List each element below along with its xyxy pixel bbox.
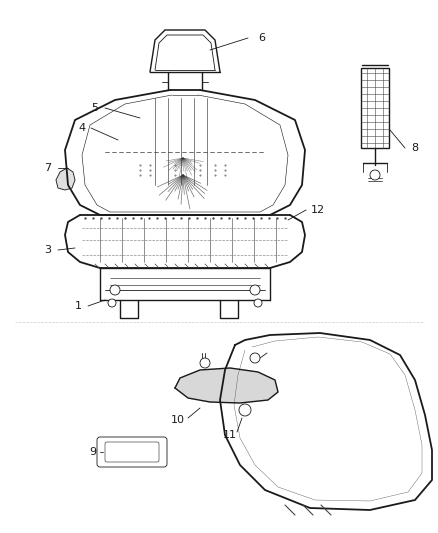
Circle shape bbox=[238, 404, 251, 416]
Circle shape bbox=[254, 299, 261, 307]
Polygon shape bbox=[175, 368, 277, 403]
FancyBboxPatch shape bbox=[97, 437, 166, 467]
Text: 10: 10 bbox=[171, 415, 184, 425]
Text: 4: 4 bbox=[78, 123, 85, 133]
Polygon shape bbox=[150, 30, 219, 72]
Text: 6: 6 bbox=[258, 33, 265, 43]
Polygon shape bbox=[56, 168, 75, 190]
Circle shape bbox=[108, 299, 116, 307]
FancyBboxPatch shape bbox=[105, 442, 159, 462]
Text: 8: 8 bbox=[410, 143, 417, 153]
Text: 9: 9 bbox=[89, 447, 96, 457]
Circle shape bbox=[369, 170, 379, 180]
Text: 11: 11 bbox=[223, 430, 237, 440]
Circle shape bbox=[200, 358, 209, 368]
Polygon shape bbox=[65, 215, 304, 268]
Text: 3: 3 bbox=[44, 245, 51, 255]
Text: 1: 1 bbox=[74, 301, 81, 311]
Polygon shape bbox=[219, 333, 431, 510]
Polygon shape bbox=[65, 90, 304, 215]
Bar bbox=[360, 68, 388, 148]
Circle shape bbox=[249, 285, 259, 295]
Circle shape bbox=[110, 285, 120, 295]
Text: 7: 7 bbox=[44, 163, 51, 173]
Text: 12: 12 bbox=[310, 205, 324, 215]
Text: 5: 5 bbox=[91, 103, 98, 113]
Circle shape bbox=[249, 353, 259, 363]
